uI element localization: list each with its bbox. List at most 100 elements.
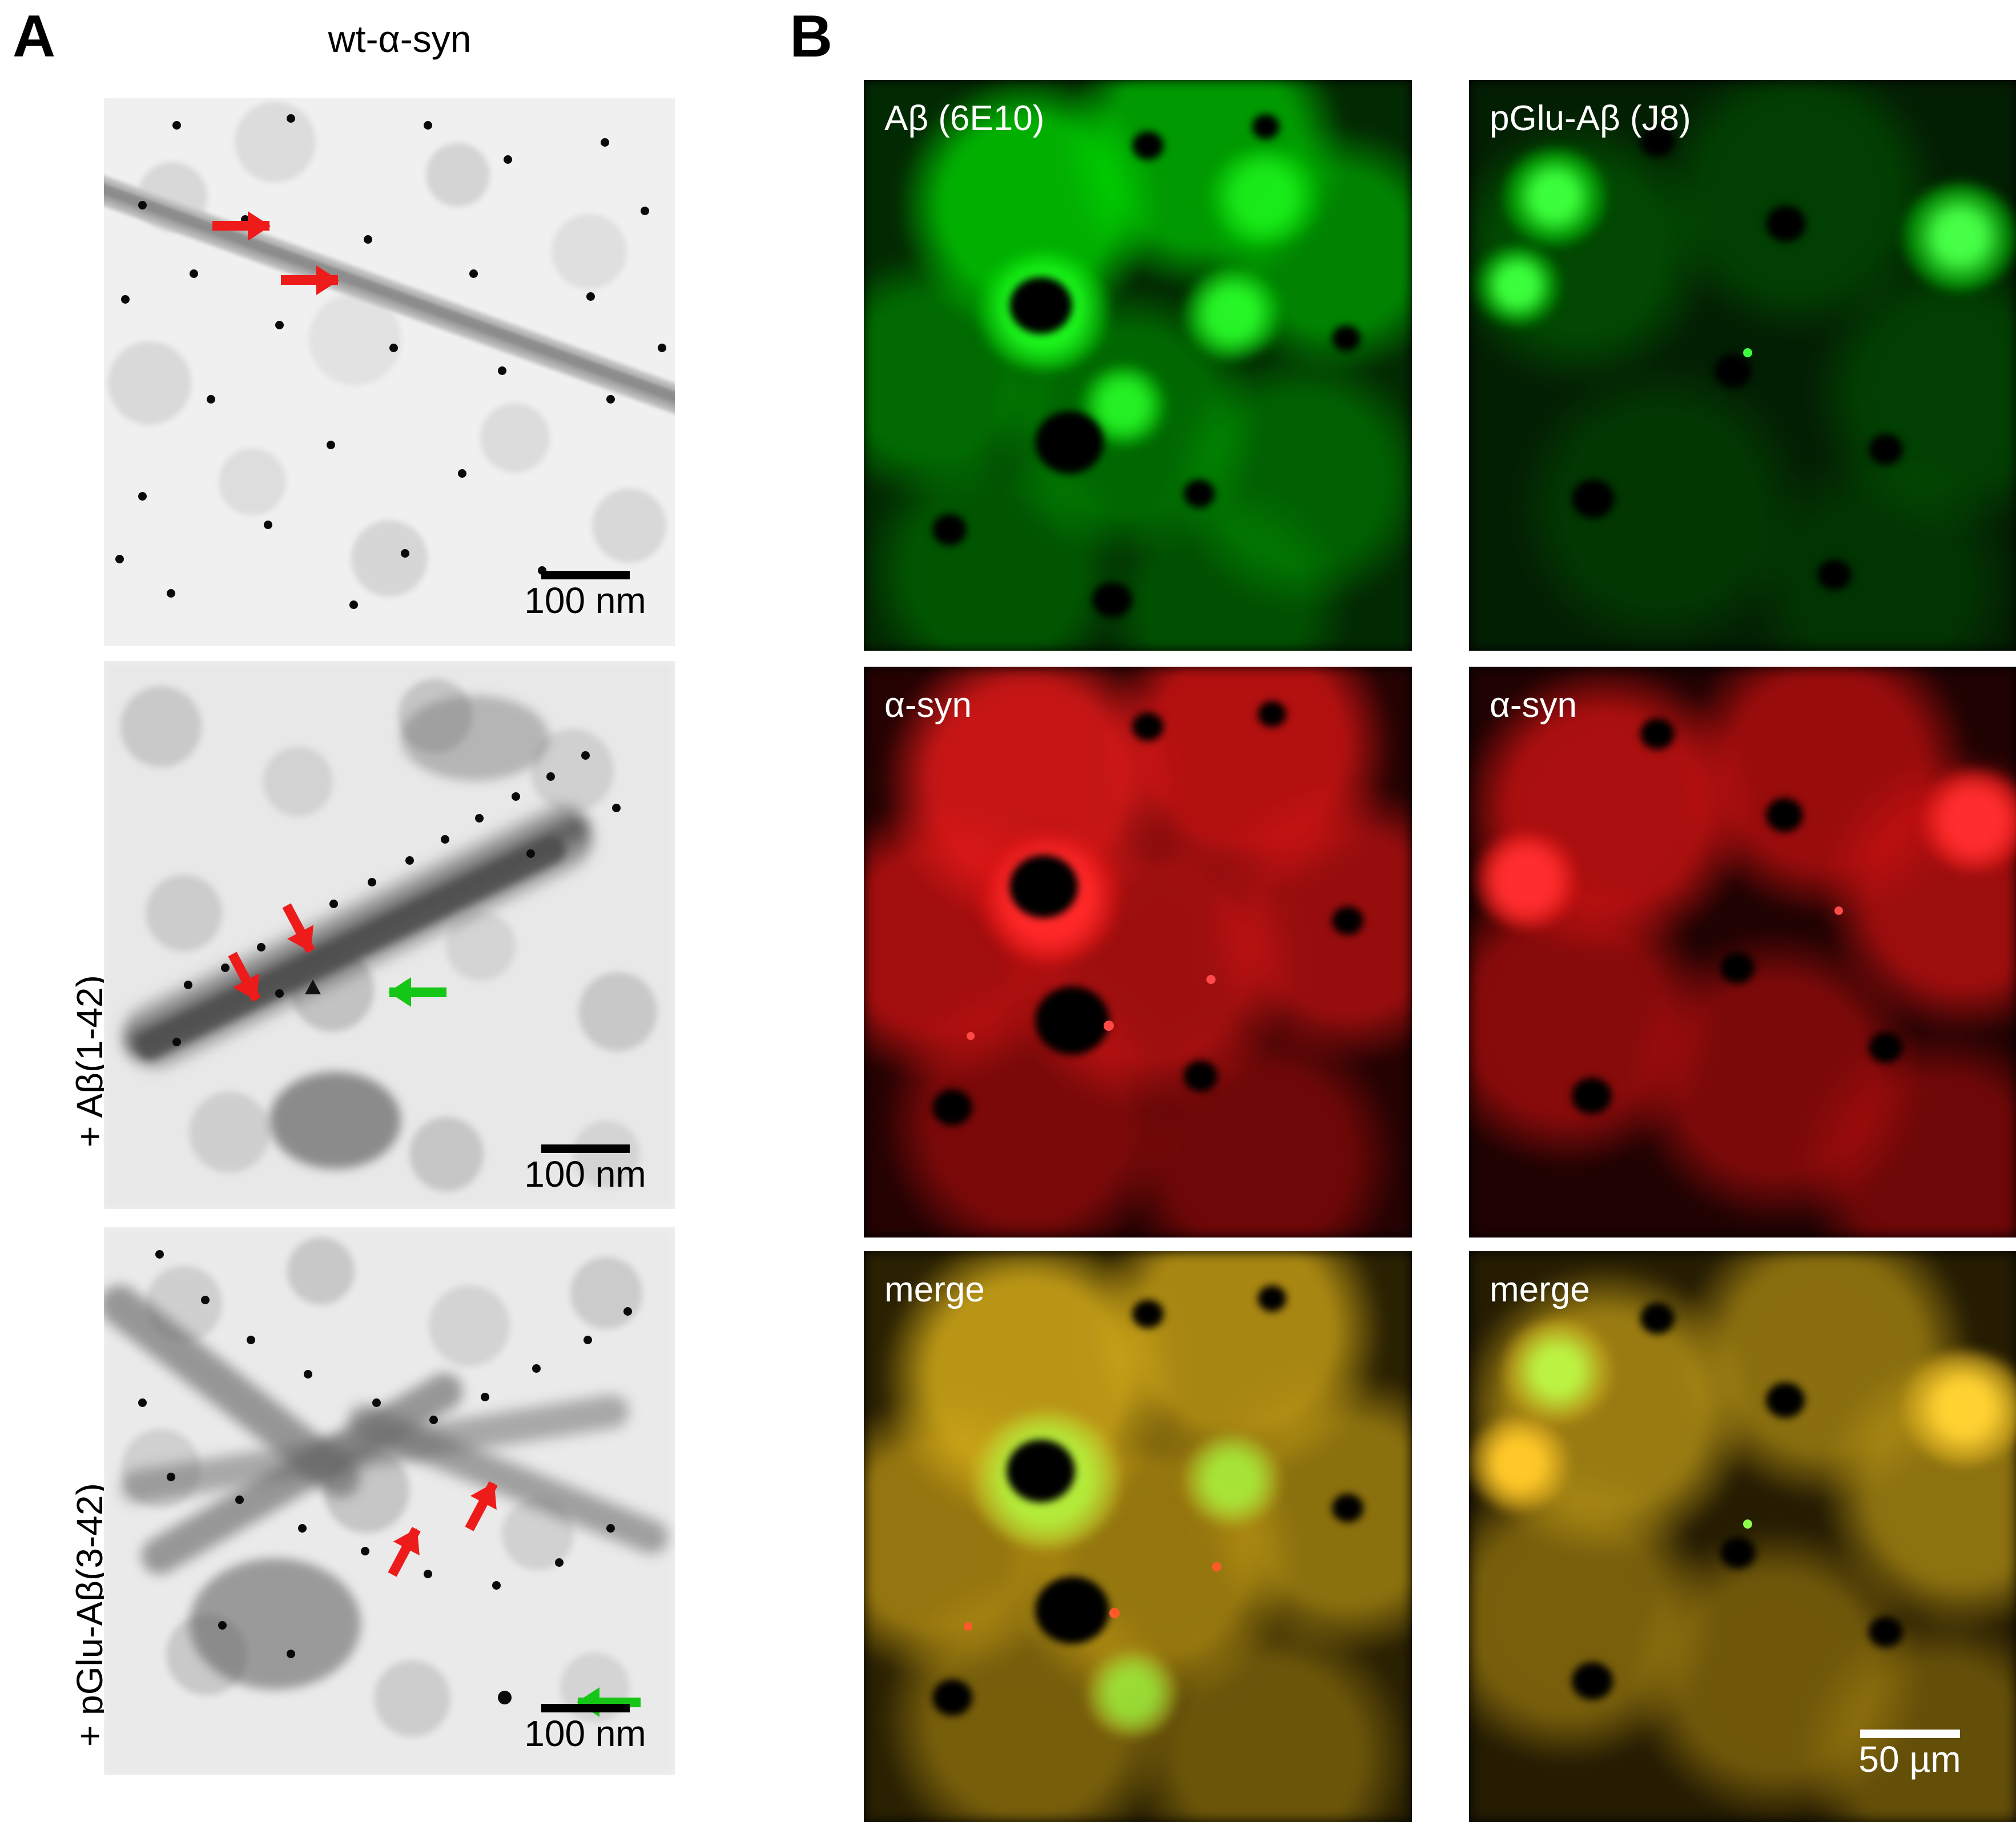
gold-particle bbox=[115, 555, 124, 563]
if-label-abeta-6e10: Aβ (6E10) bbox=[884, 99, 1045, 138]
gold-particle bbox=[469, 269, 478, 278]
gold-particle bbox=[221, 964, 230, 972]
plaque-merge bbox=[1087, 1651, 1178, 1736]
plaque bbox=[1503, 148, 1606, 245]
panel-a-letter: A bbox=[13, 3, 55, 70]
panel-b-letter: B bbox=[790, 3, 832, 70]
nucleus-hole bbox=[1766, 798, 1803, 832]
nucleus-hole bbox=[1035, 411, 1104, 474]
scalebar-line bbox=[1860, 1730, 1960, 1738]
nucleus-hole bbox=[932, 1089, 972, 1126]
panel-a-title: wt-α-syn bbox=[328, 18, 472, 60]
plaque-red bbox=[1920, 769, 2016, 872]
if-background bbox=[864, 667, 1412, 1237]
plaque-merge bbox=[1903, 1351, 2016, 1465]
gold-particle bbox=[389, 344, 398, 352]
if-image-asyn-red-2: α-syn bbox=[1469, 667, 2016, 1237]
gold-particle-abeta bbox=[305, 979, 321, 994]
gold-particle bbox=[401, 549, 409, 558]
nucleus-hole bbox=[1258, 701, 1286, 727]
gold-particle bbox=[247, 1336, 255, 1344]
arrow-green-abeta-label bbox=[389, 987, 446, 997]
gold-particle bbox=[138, 492, 147, 501]
em-aggregate-3 bbox=[190, 1558, 361, 1690]
gold-particle bbox=[218, 1621, 227, 1630]
gold-particle bbox=[658, 344, 666, 352]
fluorescent-speck bbox=[1743, 1519, 1752, 1529]
plaque bbox=[1206, 148, 1321, 245]
if-image-merge-1: merge bbox=[864, 1251, 1412, 1822]
nucleus-hole bbox=[1252, 114, 1279, 139]
if-image-merge-2: merge bbox=[1469, 1251, 2016, 1822]
gold-particle bbox=[581, 751, 590, 760]
arrow-red-gold-label bbox=[212, 221, 269, 231]
nucleus-hole bbox=[1332, 906, 1363, 935]
nucleus-hole bbox=[932, 1679, 972, 1716]
gold-particle bbox=[586, 292, 595, 301]
gold-particle bbox=[458, 469, 466, 478]
gold-particle bbox=[264, 521, 272, 529]
plaque-merge bbox=[1184, 1434, 1281, 1525]
gold-particle bbox=[512, 792, 520, 801]
scalebar-label: 100 nm bbox=[524, 1713, 646, 1754]
nucleus-hole bbox=[1572, 1662, 1613, 1700]
nucleus-hole bbox=[1640, 1303, 1675, 1334]
nucleus-hole bbox=[932, 514, 967, 546]
if-image-asyn-red-1: α-syn bbox=[864, 667, 1412, 1237]
gold-particle bbox=[172, 121, 181, 130]
gold-particle bbox=[641, 207, 649, 215]
gold-particle bbox=[138, 1398, 147, 1407]
gold-particle-pglu-abeta bbox=[498, 1691, 512, 1704]
nucleus-hole bbox=[1132, 712, 1164, 741]
gold-particle bbox=[405, 856, 414, 865]
arrow-red-gold-label bbox=[281, 275, 338, 285]
scalebar-label: 100 nm bbox=[524, 1154, 646, 1195]
nucleus-hole bbox=[1009, 277, 1072, 334]
nucleus-hole bbox=[1715, 354, 1752, 388]
gold-particle bbox=[327, 441, 335, 449]
gold-particle bbox=[361, 1547, 369, 1555]
nucleus-hole bbox=[1332, 325, 1361, 352]
plaque-merge bbox=[1503, 1320, 1612, 1422]
gold-particle bbox=[546, 772, 555, 781]
nucleus-hole bbox=[1332, 1494, 1363, 1522]
plaque bbox=[1475, 245, 1560, 325]
if-label-asyn-2: α-syn bbox=[1490, 686, 1577, 725]
em-micrograph-wt-asyn bbox=[104, 98, 675, 646]
if-label-pglu-abeta-j8: pGlu-Aβ (J8) bbox=[1490, 99, 1691, 138]
gold-particle bbox=[257, 943, 265, 952]
nucleus-hole bbox=[1035, 1577, 1109, 1644]
gold-particle bbox=[275, 321, 284, 329]
gold-particle bbox=[424, 1570, 432, 1578]
gold-particle bbox=[532, 1364, 541, 1373]
nucleus-hole bbox=[1184, 1061, 1218, 1092]
scalebar-line bbox=[541, 571, 630, 579]
scalebar-line bbox=[541, 1704, 630, 1712]
scalebar-em-3: 100 nm bbox=[491, 1704, 679, 1753]
scalebar-em-2: 100 nm bbox=[491, 1144, 679, 1194]
gold-particle bbox=[368, 878, 376, 886]
nucleus-hole bbox=[1132, 131, 1164, 160]
nucleus-hole bbox=[1817, 559, 1852, 590]
nucleus-hole bbox=[1572, 479, 1615, 518]
em-micrograph-abeta142 bbox=[104, 661, 675, 1209]
gold-particle bbox=[441, 835, 449, 844]
if-background bbox=[1469, 667, 2016, 1237]
gold-particle bbox=[167, 589, 175, 598]
gold-particle bbox=[492, 1581, 501, 1590]
nucleus-hole bbox=[1009, 855, 1078, 918]
gold-particle bbox=[612, 804, 621, 812]
em-micrograph-pglu-abeta342 bbox=[104, 1227, 675, 1775]
if-label-merge-1: merge bbox=[884, 1270, 985, 1309]
fluorescent-speck bbox=[1212, 1562, 1221, 1571]
gold-particle bbox=[298, 1524, 307, 1533]
gold-particle bbox=[190, 269, 198, 278]
nucleus-hole bbox=[1035, 986, 1109, 1055]
gold-particle bbox=[623, 1307, 632, 1316]
nucleus-hole bbox=[1720, 952, 1755, 983]
gold-particle bbox=[275, 989, 284, 998]
plaque bbox=[1903, 183, 2016, 291]
nucleus-hole bbox=[1869, 434, 1903, 465]
gold-particle bbox=[475, 814, 484, 823]
